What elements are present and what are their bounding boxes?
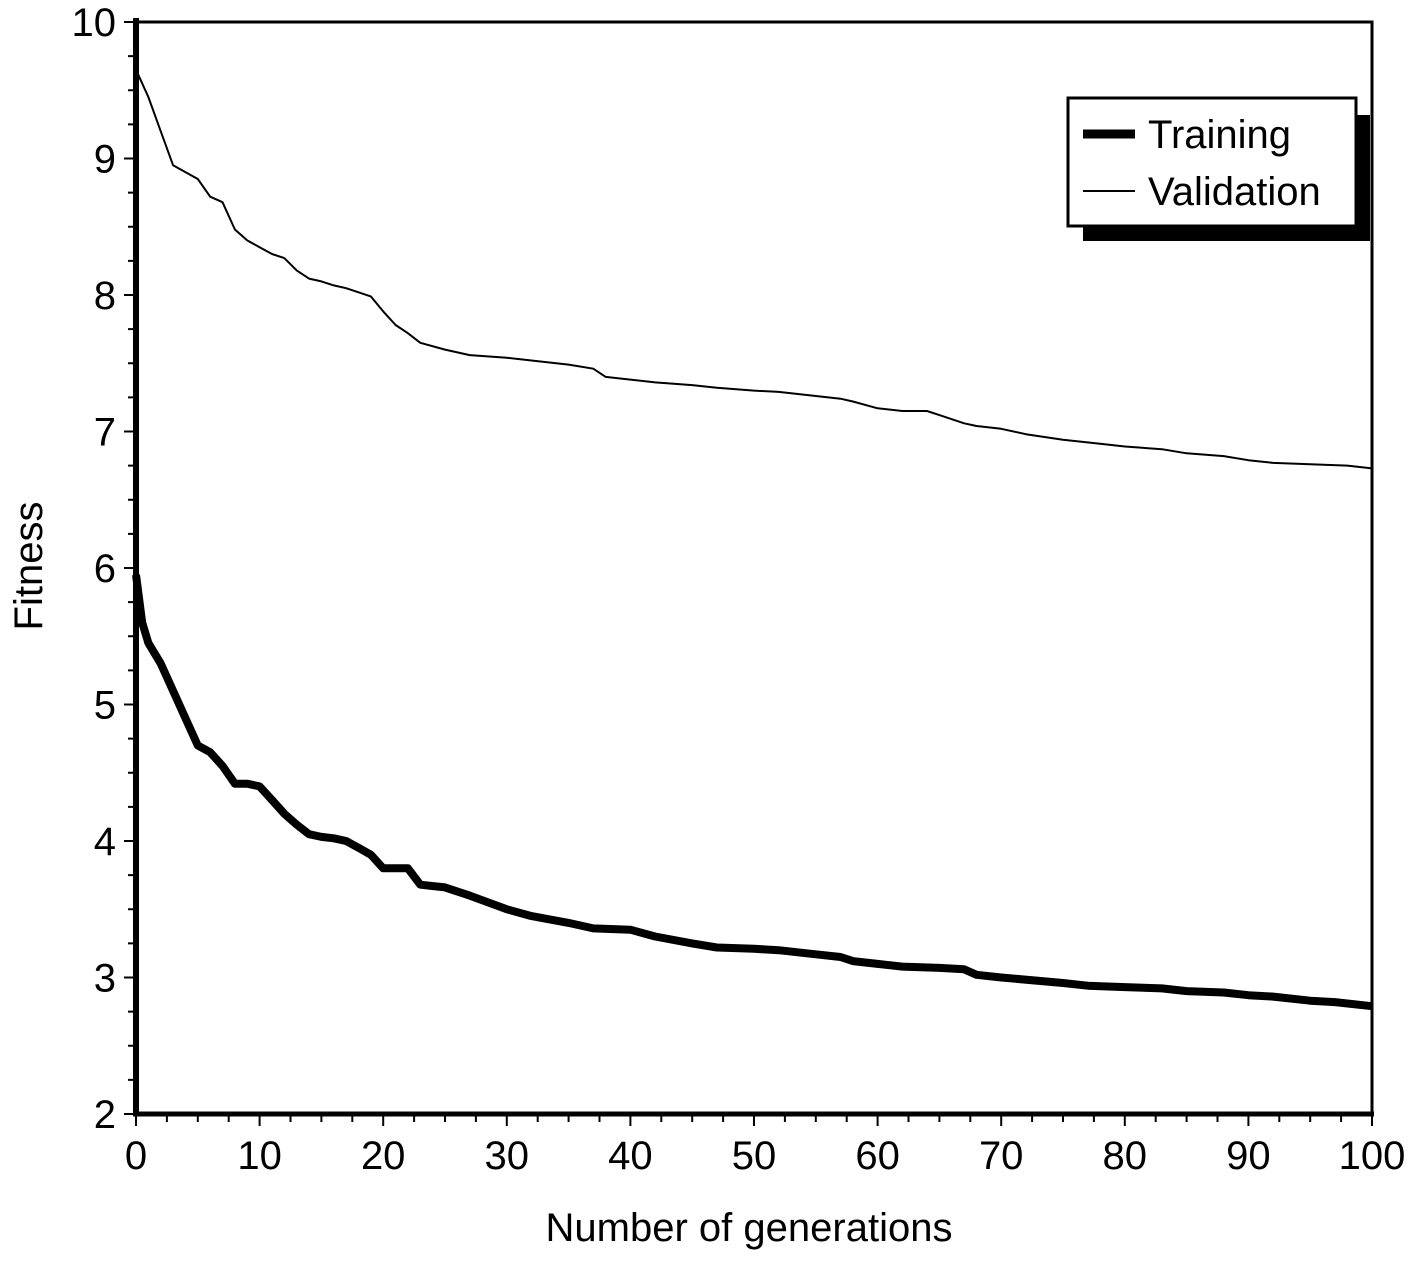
x-tick-label: 50 [732,1134,777,1178]
legend: Training Validation [1066,96,1370,241]
legend-label-validation: Validation [1148,170,1321,214]
x-axis-title: Number of generations [546,1206,953,1250]
x-tick-label: 100 [1339,1134,1406,1178]
x-tick-label: 20 [361,1134,406,1178]
x-tick-label: 70 [979,1134,1024,1178]
legend-label-training: Training [1148,113,1291,157]
x-tick-label: 60 [855,1134,900,1178]
y-axis-title: Fitness [7,502,51,631]
y-tick-label: 3 [94,957,116,1001]
ticks-layer: 0 10 20 30 40 50 60 70 80 90 100 2 3 4 5 6 7 8 9 10 [72,1,1406,1178]
x-tick-label: 80 [1103,1134,1148,1178]
x-tick-label: 30 [485,1134,530,1178]
y-tick-label: 8 [94,274,116,318]
y-tick-label: 9 [94,138,116,182]
series-line-validation [135,69,1373,470]
y-tick-label: 5 [94,684,116,728]
x-tick-label: 0 [125,1134,147,1178]
x-tick-label: 90 [1226,1134,1271,1178]
y-tick-label: 2 [94,1093,116,1137]
y-tick-label: 6 [94,547,116,591]
series-layer [132,69,1373,1011]
legend-box [1066,96,1358,228]
series-line-training [132,574,1373,1011]
y-tick-label: 7 [94,411,116,455]
y-tick-label: 4 [94,820,116,864]
y-tick-label: 10 [72,1,117,45]
x-tick-label: 10 [237,1134,282,1178]
x-tick-label: 40 [608,1134,653,1178]
